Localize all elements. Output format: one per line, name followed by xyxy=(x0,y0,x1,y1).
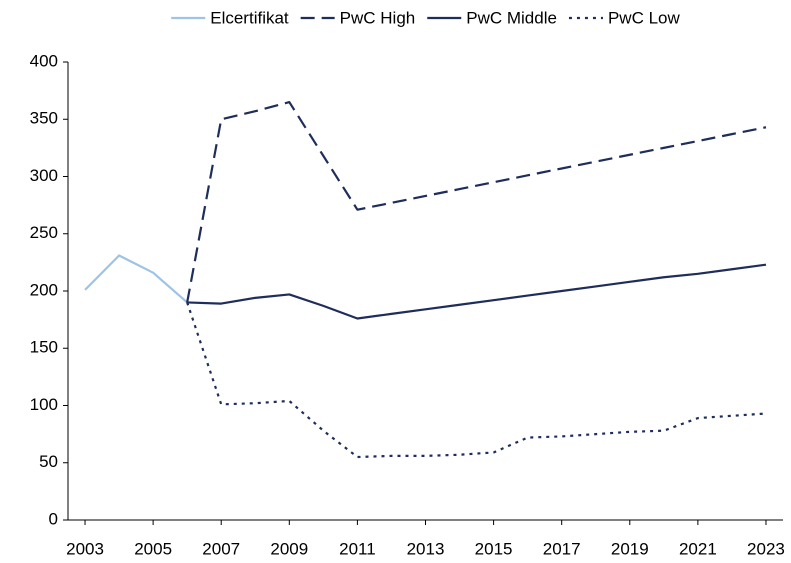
x-tick-label: 2011 xyxy=(339,539,376,558)
series-line xyxy=(84,254,188,304)
x-tick-label: 2017 xyxy=(543,539,581,558)
y-tick-label: 200 xyxy=(30,280,58,299)
y-tick-label: 250 xyxy=(30,223,58,242)
y-tick-label: 150 xyxy=(30,338,58,357)
x-tick-label: 2023 xyxy=(747,539,785,558)
x-tick-label: 2003 xyxy=(66,539,104,558)
legend-label: PwC High xyxy=(340,8,416,27)
x-tick-label: 2019 xyxy=(611,539,649,558)
legend-label: PwC Middle xyxy=(466,8,557,27)
x-tick-label: 2009 xyxy=(270,539,308,558)
legend-label: PwC Low xyxy=(608,8,681,27)
y-tick-label: 300 xyxy=(30,166,58,185)
y-tick-label: 0 xyxy=(49,509,58,528)
x-tick-label: 2007 xyxy=(202,539,240,558)
series-line xyxy=(187,263,767,320)
x-tick-label: 2013 xyxy=(407,539,445,558)
series-line xyxy=(186,302,767,459)
y-tick-label: 350 xyxy=(30,109,58,128)
series-line xyxy=(186,100,767,303)
x-tick-label: 2021 xyxy=(679,539,717,558)
y-tick-label: 400 xyxy=(30,51,58,70)
y-tick-label: 50 xyxy=(39,452,58,471)
x-tick-label: 2015 xyxy=(475,539,513,558)
x-tick-label: 2005 xyxy=(134,539,172,558)
legend-label: Elcertifikat xyxy=(210,8,289,27)
y-tick-label: 100 xyxy=(30,395,58,414)
